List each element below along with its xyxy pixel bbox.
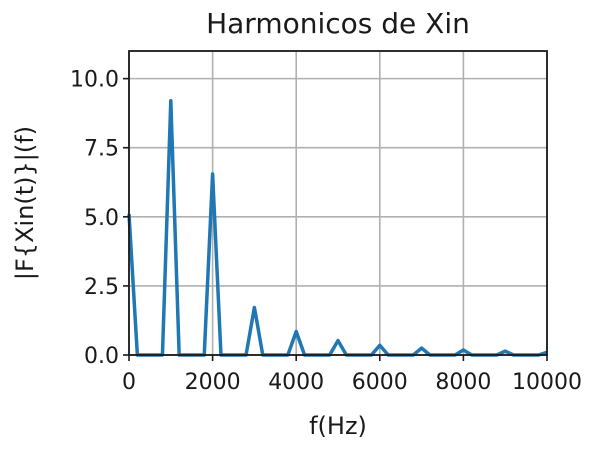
x-tick-label: 10000 [512, 370, 582, 395]
x-tick-label: 0 [122, 370, 136, 395]
chart-title: Harmonicos de Xin [206, 7, 470, 40]
y-tick-label: 7.5 [84, 137, 119, 162]
x-tick-label: 2000 [185, 370, 241, 395]
x-axis-label: f(Hz) [309, 412, 367, 440]
y-tick-label: 5.0 [84, 206, 119, 231]
y-tick-label: 10.0 [70, 68, 119, 93]
x-tick-label: 4000 [268, 370, 324, 395]
y-axis: 0.0 2.5 5.0 7.5 10.0 [70, 68, 129, 369]
series-layer [127, 99, 548, 357]
y-tick-label: 2.5 [84, 275, 119, 300]
x-tick-label: 8000 [435, 370, 491, 395]
plot-frame [128, 50, 548, 356]
x-axis: 0 2000 4000 6000 8000 10000 [122, 355, 582, 395]
x-tick-label: 6000 [352, 370, 408, 395]
series-line [127, 99, 548, 357]
y-tick-label: 0.0 [84, 344, 119, 369]
grid-lines [128, 51, 548, 356]
y-axis-label: |F{Xin(t)}|(f) [11, 126, 39, 280]
